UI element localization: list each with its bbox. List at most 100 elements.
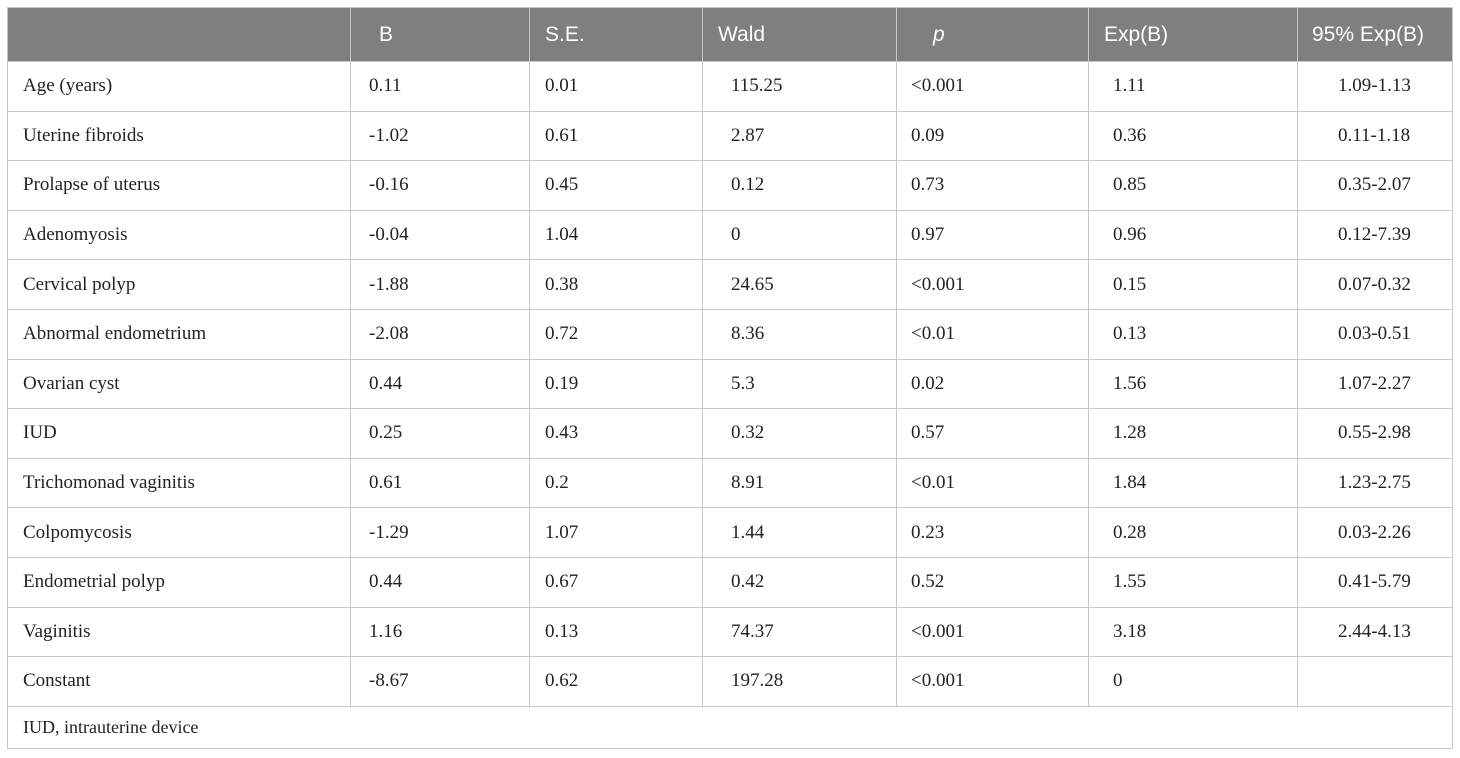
cell-se: 0.38 <box>529 259 703 310</box>
cell-p: 0.97 <box>896 209 1089 261</box>
cell-wald: 8.36 <box>702 308 897 360</box>
cell-variable: Abnormal endometrium <box>7 308 351 360</box>
cell-variable: Adenomyosis <box>7 209 351 261</box>
cell-variable: Vaginitis <box>7 606 351 658</box>
cell-p: <0.001 <box>896 61 1089 112</box>
cell-wald: 0 <box>702 209 897 261</box>
cell-ci: 1.23-2.75 <box>1297 457 1453 509</box>
cell-variable: IUD <box>7 408 351 459</box>
cell-ci: 0.11-1.18 <box>1297 110 1453 162</box>
cell-p: <0.001 <box>896 259 1089 310</box>
cell-ci: 0.35-2.07 <box>1297 160 1453 211</box>
header-variable <box>7 7 351 62</box>
cell-expb: 0.96 <box>1088 209 1298 261</box>
cell-b: -2.08 <box>350 308 530 360</box>
cell-variable: Age (years) <box>7 61 351 112</box>
cell-p: <0.001 <box>896 656 1089 707</box>
cell-b: -0.16 <box>350 160 530 211</box>
cell-expb: 0.85 <box>1088 160 1298 211</box>
cell-se: 0.2 <box>529 457 703 509</box>
cell-expb: 1.84 <box>1088 457 1298 509</box>
header-b: B <box>350 7 530 62</box>
cell-p: 0.52 <box>896 556 1089 608</box>
table-row: Endometrial polyp 0.44 0.67 0.42 0.52 1.55 0.4… <box>7 556 1453 608</box>
cell-ci: 0.41-5.79 <box>1297 556 1453 608</box>
cell-p: <0.01 <box>896 308 1089 360</box>
cell-p: <0.01 <box>896 457 1089 509</box>
cell-se: 1.07 <box>529 507 703 558</box>
cell-ci: 1.07-2.27 <box>1297 358 1453 410</box>
cell-se: 1.04 <box>529 209 703 261</box>
table-row: Constant -8.67 0.62 197.28 <0.001 0 <box>7 656 1453 707</box>
cell-se: 0.13 <box>529 606 703 658</box>
cell-wald: 197.28 <box>702 656 897 707</box>
table-row: Prolapse of uterus -0.16 0.45 0.12 0.73 0.85 0… <box>7 160 1453 211</box>
cell-b: -0.04 <box>350 209 530 261</box>
header-expb: Exp(B) <box>1088 7 1298 62</box>
cell-variable: Prolapse of uterus <box>7 160 351 211</box>
cell-wald: 5.3 <box>702 358 897 410</box>
cell-b: 0.11 <box>350 61 530 112</box>
table-row: Abnormal endometrium -2.08 0.72 8.36 <0.01 0.… <box>7 308 1453 360</box>
cell-variable: Cervical polyp <box>7 259 351 310</box>
cell-wald: 74.37 <box>702 606 897 658</box>
cell-variable: Uterine fibroids <box>7 110 351 162</box>
cell-b: -1.29 <box>350 507 530 558</box>
cell-expb: 0.28 <box>1088 507 1298 558</box>
cell-wald: 0.32 <box>702 408 897 459</box>
cell-expb: 0.36 <box>1088 110 1298 162</box>
cell-ci: 0.03-2.26 <box>1297 507 1453 558</box>
cell-ci: 0.12-7.39 <box>1297 209 1453 261</box>
cell-se: 0.67 <box>529 556 703 608</box>
table-row: Vaginitis 1.16 0.13 74.37 <0.001 3.18 2.44-4.1… <box>7 606 1453 658</box>
cell-p: 0.57 <box>896 408 1089 459</box>
cell-b: -1.88 <box>350 259 530 310</box>
cell-p: <0.001 <box>896 606 1089 658</box>
cell-expb: 3.18 <box>1088 606 1298 658</box>
cell-se: 0.43 <box>529 408 703 459</box>
cell-p: 0.73 <box>896 160 1089 211</box>
cell-variable: Endometrial polyp <box>7 556 351 608</box>
cell-wald: 1.44 <box>702 507 897 558</box>
header-wald: Wald <box>702 7 897 62</box>
cell-b: -1.02 <box>350 110 530 162</box>
table-row: Cervical polyp -1.88 0.38 24.65 <0.001 0.15 0.… <box>7 259 1453 310</box>
regression-table: B S.E. Wald p Exp(B) 95% Exp(B) Age (yea… <box>7 7 1453 749</box>
cell-p: 0.23 <box>896 507 1089 558</box>
cell-b: 0.44 <box>350 358 530 410</box>
cell-variable: Ovarian cyst <box>7 358 351 410</box>
cell-se: 0.19 <box>529 358 703 410</box>
cell-wald: 0.42 <box>702 556 897 608</box>
cell-ci: 1.09-1.13 <box>1297 61 1453 112</box>
cell-b: 0.61 <box>350 457 530 509</box>
header-se: S.E. <box>529 7 703 62</box>
cell-se: 0.72 <box>529 308 703 360</box>
table-row: Age (years) 0.11 0.01 115.25 <0.001 1.11 1.09-… <box>7 61 1453 112</box>
cell-wald: 0.12 <box>702 160 897 211</box>
cell-variable: Trichomonad vaginitis <box>7 457 351 509</box>
cell-variable: Colpomycosis <box>7 507 351 558</box>
header-p-label: p <box>933 22 945 46</box>
cell-b: 0.44 <box>350 556 530 608</box>
cell-ci: 2.44-4.13 <box>1297 606 1453 658</box>
cell-se: 0.01 <box>529 61 703 112</box>
cell-ci <box>1297 656 1453 707</box>
table-row: Trichomonad vaginitis 0.61 0.2 8.91 <0.01 1.8… <box>7 457 1453 509</box>
footnote: IUD, intrauterine device <box>7 705 1453 749</box>
cell-se: 0.45 <box>529 160 703 211</box>
cell-b: 0.25 <box>350 408 530 459</box>
cell-p: 0.09 <box>896 110 1089 162</box>
cell-wald: 2.87 <box>702 110 897 162</box>
cell-wald: 115.25 <box>702 61 897 112</box>
cell-se: 0.61 <box>529 110 703 162</box>
cell-b: 1.16 <box>350 606 530 658</box>
cell-expb: 0.15 <box>1088 259 1298 310</box>
table-row: Adenomyosis -0.04 1.04 0 0.97 0.96 0.12-7.39 <box>7 209 1453 261</box>
table-row: Uterine fibroids -1.02 0.61 2.87 0.09 0.36 0.1… <box>7 110 1453 162</box>
table-body: Age (years) 0.11 0.01 115.25 <0.001 1.11 1.09-… <box>7 61 1453 749</box>
table-row: Colpomycosis -1.29 1.07 1.44 0.23 0.28 0.03-2.… <box>7 507 1453 558</box>
header-row: B S.E. Wald p Exp(B) 95% Exp(B) <box>7 7 1453 62</box>
regression-table-container: B S.E. Wald p Exp(B) 95% Exp(B) Age (yea… <box>7 7 1453 749</box>
cell-wald: 24.65 <box>702 259 897 310</box>
cell-expb: 0.13 <box>1088 308 1298 360</box>
